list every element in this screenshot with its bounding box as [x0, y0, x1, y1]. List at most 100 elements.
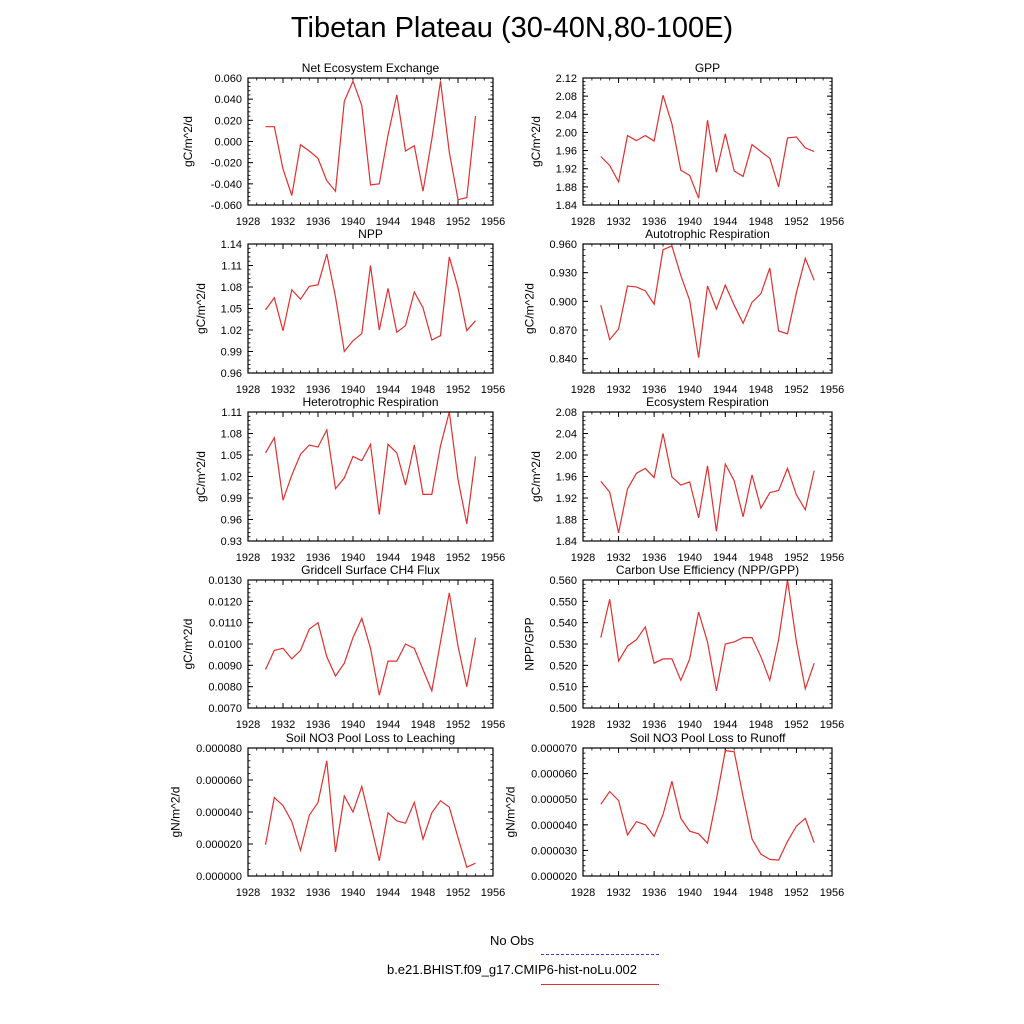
y-tick-label: -0.040: [211, 179, 242, 191]
x-tick-label: 1944: [713, 216, 737, 228]
x-tick-label: 1928: [236, 384, 260, 396]
x-tick-label: 1932: [271, 216, 295, 228]
y-tick-label: 0.0110: [209, 618, 242, 630]
y-tick-label: 1.92: [556, 164, 577, 176]
y-axis-label: gC/m^2/d: [194, 283, 208, 334]
x-tick-label: 1936: [306, 216, 330, 228]
x-tick-label: 1944: [376, 552, 400, 564]
panel-title: GPP: [695, 61, 720, 75]
series-line: [600, 95, 815, 199]
x-tick-label: 1948: [749, 384, 773, 396]
x-tick-label: 1956: [820, 216, 844, 228]
x-tick-label: 1940: [341, 216, 365, 228]
y-tick-label: 1.05: [221, 304, 242, 316]
y-tick-label: 0.99: [221, 347, 242, 359]
y-tick-label: 1.84: [556, 536, 577, 548]
y-tick-label: 0.000060: [196, 775, 242, 787]
y-tick-label: 0.99: [221, 493, 242, 505]
y-tick-label: 0.0100: [208, 639, 242, 651]
y-axis-label: gN/m^2/d: [169, 787, 183, 838]
y-axis-label: NPP/GPP: [523, 617, 537, 670]
x-tick-label: 1956: [820, 719, 844, 731]
x-tick-label: 1952: [446, 216, 470, 228]
x-tick-label: 1956: [820, 384, 844, 396]
y-tick-label: 1.02: [221, 472, 242, 484]
chart-panel: 1928 1932 1936 1940 1944 1948 1952 1956 0.000020…: [504, 731, 845, 899]
y-tick-label: 1.14: [221, 239, 242, 251]
legend-obs-label: No Obs: [489, 933, 535, 948]
main-title: Tibetan Plateau (30-40N,80-100E): [290, 12, 734, 44]
panel-title: Gridcell Surface CH4 Flux: [301, 563, 440, 577]
y-axis-label: gC/m^2/d: [529, 116, 543, 167]
x-tick-label: 1948: [411, 384, 435, 396]
x-tick-label: 1936: [642, 552, 666, 564]
x-tick-label: 1948: [411, 719, 435, 731]
y-tick-label: 0.040: [214, 94, 242, 106]
y-axis-label: gN/m^2/d: [504, 787, 518, 838]
legend-model-line: [541, 984, 659, 985]
x-tick-label: 1944: [713, 887, 737, 899]
y-tick-label: 0.000060: [531, 769, 577, 781]
y-tick-label: 0.520: [549, 660, 577, 672]
y-tick-label: 0.900: [549, 296, 577, 308]
x-tick-label: 1956: [481, 719, 505, 731]
x-tick-label: 1948: [749, 552, 773, 564]
x-tick-label: 1956: [481, 384, 505, 396]
x-tick-label: 1932: [606, 384, 630, 396]
y-tick-label: 1.05: [221, 450, 242, 462]
plot-frame: [247, 77, 494, 206]
x-tick-label: 1956: [820, 887, 844, 899]
y-tick-label: 0.530: [549, 639, 577, 651]
y-tick-label: 0.000020: [196, 839, 242, 851]
y-axis-label: gC/m^2/d: [523, 283, 537, 334]
x-tick-label: 1956: [481, 552, 505, 564]
plot-frame: [247, 747, 494, 877]
y-tick-label: 0.000070: [531, 743, 577, 755]
x-tick-label: 1932: [271, 887, 295, 899]
x-tick-label: 1940: [341, 384, 365, 396]
legend-obs-line: [541, 954, 659, 955]
y-tick-label: 0.840: [549, 354, 577, 366]
legend-model-label: b.e21.BHIST.f09_g17.CMIP6-hist-noLu.002: [386, 962, 638, 977]
series-line: [600, 245, 815, 358]
chart-panel: 1928 1932 1936 1940 1944 1948 1952 1956 0.93 0.96…: [194, 395, 505, 564]
x-tick-label: 1952: [446, 719, 470, 731]
x-tick-label: 1928: [571, 384, 595, 396]
y-tick-label: -0.060: [211, 200, 242, 212]
y-tick-label: 0.96: [221, 515, 242, 527]
x-tick-label: 1936: [642, 216, 666, 228]
y-tick-label: 1.84: [556, 200, 577, 212]
plot-frame: [582, 747, 833, 877]
plot-frame: [582, 243, 833, 374]
x-tick-label: 1936: [642, 384, 666, 396]
panel-title: Ecosystem Respiration: [646, 395, 769, 409]
y-tick-label: 0.000020: [531, 871, 577, 883]
chart-panel: 1928 1932 1936 1940 1944 1948 1952 1956 0.96 0.99…: [194, 227, 505, 396]
x-tick-label: 1952: [784, 719, 808, 731]
chart-panel: 1928 1932 1936 1940 1944 1948 1952 1956 0.000000…: [169, 731, 506, 899]
y-tick-label: 0.0090: [208, 660, 242, 672]
plot-frame: [582, 77, 833, 206]
panel-title: NPP: [358, 227, 383, 241]
chart-panel: 1928 1932 1936 1940 1944 1948 1952 1956 1.84 1.88…: [529, 61, 844, 228]
x-tick-label: 1956: [481, 216, 505, 228]
y-tick-label: 1.88: [556, 182, 577, 194]
panel-title: Net Ecosystem Exchange: [302, 61, 440, 75]
x-tick-label: 1940: [677, 384, 701, 396]
y-tick-label: 0.960: [549, 239, 577, 251]
y-tick-label: 1.08: [221, 282, 242, 294]
y-tick-label: 0.020: [214, 115, 242, 127]
y-tick-label: 2.04: [556, 429, 577, 441]
x-tick-label: 1928: [236, 719, 260, 731]
x-tick-label: 1956: [820, 552, 844, 564]
x-tick-label: 1928: [571, 216, 595, 228]
y-tick-label: 0.000040: [196, 807, 242, 819]
x-tick-label: 1952: [784, 552, 808, 564]
x-tick-label: 1944: [376, 216, 400, 228]
x-tick-label: 1928: [571, 719, 595, 731]
x-tick-label: 1932: [271, 719, 295, 731]
y-tick-label: 0.870: [549, 325, 577, 337]
series-line: [600, 579, 815, 692]
chart-panel: 1928 1932 1936 1940 1944 1948 1952 1956 0.500 0.5…: [523, 563, 845, 731]
